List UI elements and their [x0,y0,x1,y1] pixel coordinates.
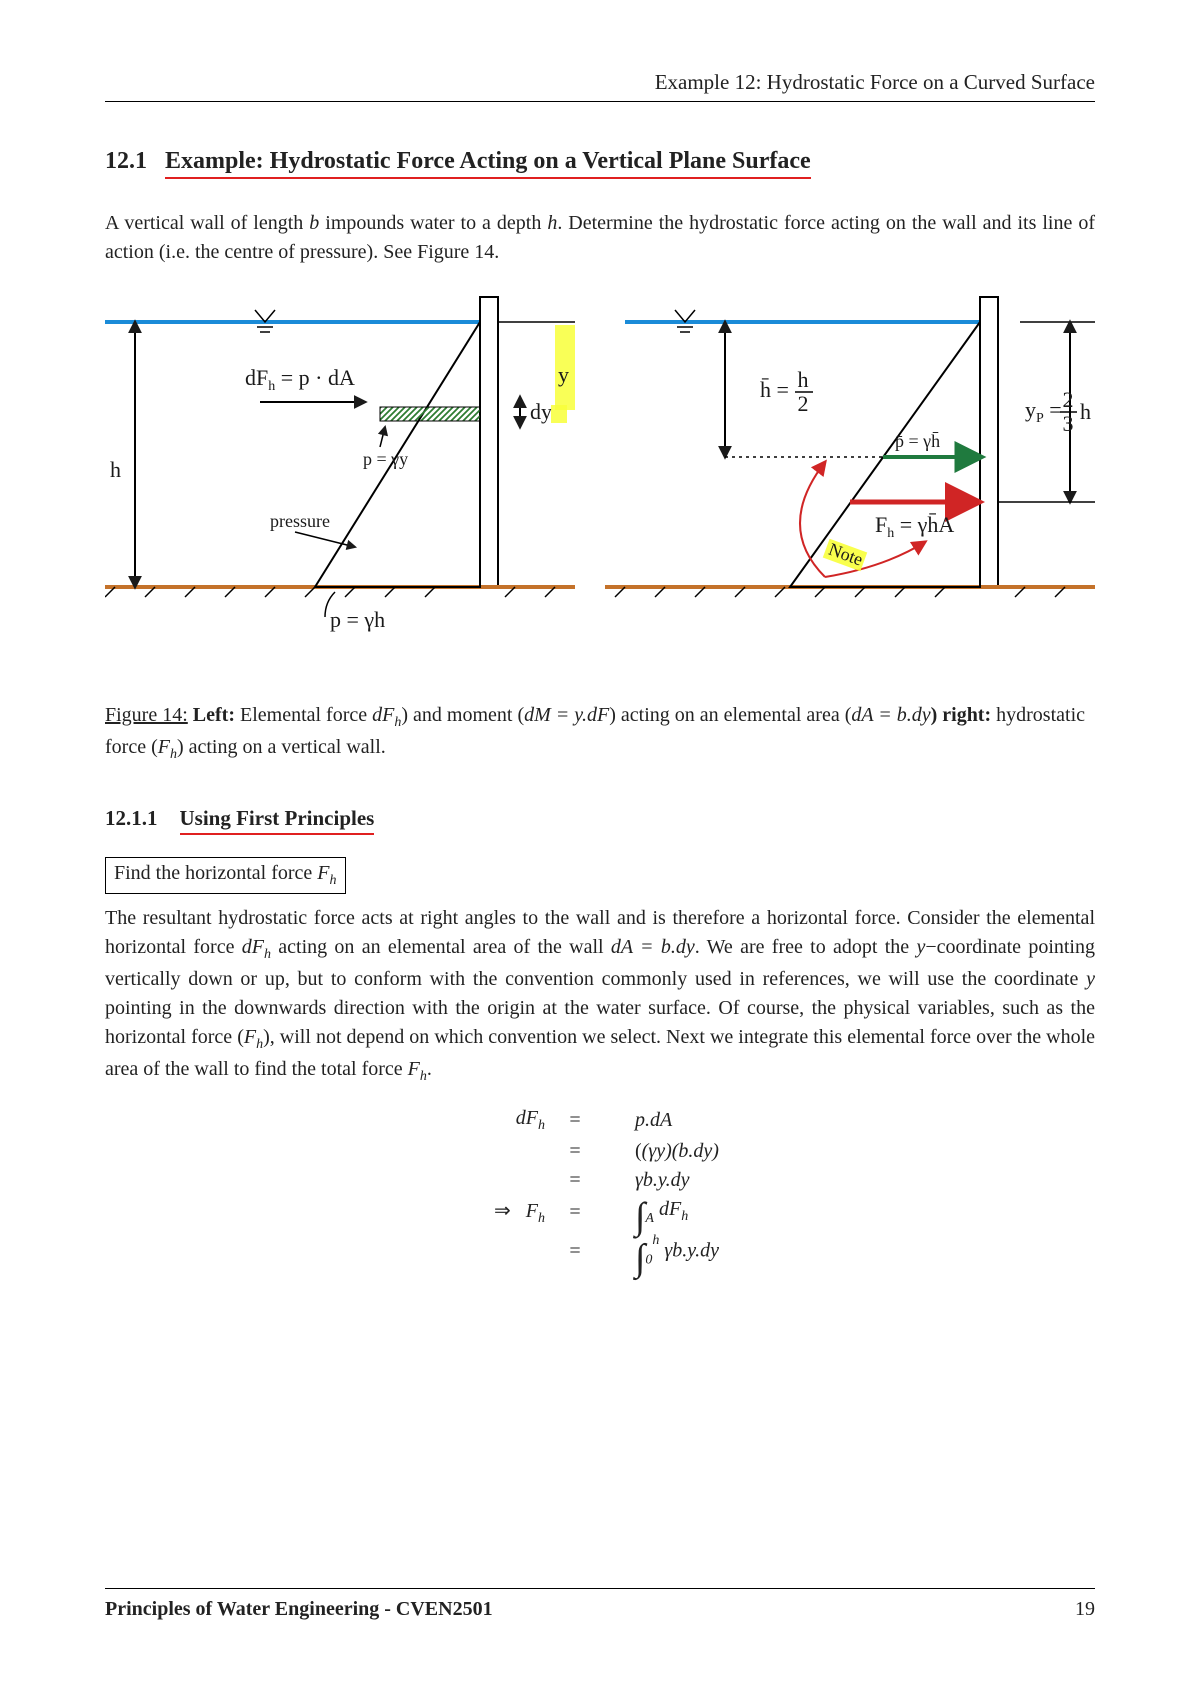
body-c: . We are free to adopt the [695,936,917,958]
fig-left-peq: p = γy [363,449,408,469]
fig-right-yp-bot: 3 [1063,411,1074,436]
lead-h: h [547,212,557,234]
fig-right-hbar: h̄ = [760,377,789,402]
eq3-rhs: γb.y.dy [635,1169,895,1192]
fig-right-yp-top: 2 [1063,387,1074,412]
boxed-F: F [317,862,329,884]
figcap-rightb: ) right: [931,704,992,726]
figcap-mid1: ) and moment ( [401,704,524,726]
fig-right-pbar: p̄ = γh̄ [895,431,940,451]
eq3-eq: = [545,1169,605,1192]
figcap-tail: ) acting on a vertical wall. [177,736,386,758]
figcap-leftb: Left: [193,704,235,726]
body-dA: dA = b.dy [611,936,695,958]
body-dFh: dFh [242,936,271,958]
lead-pre: A vertical wall of length [105,212,309,234]
fig-left-h-label: h [110,457,121,482]
boxed-sub: h [330,873,337,888]
fig-right-Fh: Fh = γh̄A [875,512,954,541]
eq5-rhs: ∫0h γb.y.dy [635,1233,895,1269]
body-y: y [916,936,925,958]
eq2-rhs: ((γy)(b.dy) [635,1140,895,1163]
boxed-task: Find the horizontal force Fh [105,857,346,894]
eq1-eq: = [545,1109,605,1132]
subsection-heading: Using First Principles [180,806,375,835]
figcap-dFh: dFh [372,704,401,726]
body-b: acting on an elemental area of the wall [271,936,611,958]
subsection-num: 12.1.1 [105,806,158,835]
section-number: 12.1 [105,148,147,179]
section-title: 12.1 Example: Hydrostatic Force Acting o… [105,148,1095,179]
page-footer: Principles of Water Engineering - CVEN25… [105,1598,1095,1621]
fig-left-dy: dy [530,399,552,424]
equations: dFh = p.dA = ((γy)(b.dy) = γb.y.dy ⇒ Fh … [105,1107,1095,1269]
fig-right-yp: yP = [1025,397,1062,426]
figure-caption: Figure 14: Left: Elemental force dFh) an… [105,701,1095,766]
fig-right-hbar-top: h [798,367,809,392]
boxed-pre: Find the horizontal force [114,862,317,884]
footer-pagenum: 19 [1075,1598,1095,1621]
eq2-eq: = [545,1140,605,1163]
body-paragraph: The resultant hydrostatic force acts at … [105,904,1095,1088]
body-g: . [427,1058,432,1080]
figcap-num: Figure 14: [105,704,188,726]
eq5-eq: = [545,1240,605,1263]
figure-14: h dFh = p · dA p = γy pressure p = γh y … [105,287,1095,657]
eq1-rhs: p.dA [635,1109,895,1132]
running-head: Example 12: Hydrostatic Force on a Curve… [105,70,1095,102]
eq4-eq: = [545,1201,605,1224]
figcap-mid2: ) acting on an elemental area ( [609,704,851,726]
figcap-dM: dM = y.dF [524,704,609,726]
footer-rule [105,1588,1095,1589]
subsection-title: 12.1.1 Using First Principles [105,806,1095,835]
fig-left-dFh: dFh = p · dA [245,365,355,394]
lead-b: b [309,212,319,234]
eq4-rhs: ∫A dFh [635,1198,895,1227]
section-heading: Example: Hydrostatic Force Acting on a V… [165,148,811,179]
fig-right-yp-tail: h [1080,399,1091,424]
lead-paragraph: A vertical wall of length b impounds wat… [105,209,1095,267]
lead-mid: impounds water to a depth [319,212,547,234]
fig-left-y: y [558,362,569,387]
footer-course: Principles of Water Engineering - CVEN25… [105,1598,493,1621]
fig-left-pressure: pressure [270,511,330,531]
figcap-lefttxt: Elemental force [235,704,372,726]
body-Fh: Fh [244,1026,263,1048]
fig-right-hbar-bot: 2 [798,391,809,416]
fig-left-pbottom: p = γh [330,607,385,632]
figcap-Fh: Fh [158,736,177,758]
eq4-lhs: ⇒ Fh [105,1198,545,1227]
body-y2: y [1086,968,1095,990]
body-Fh2: Fh [408,1058,427,1080]
figcap-dA: dA = b.dy [851,704,930,726]
eq1-lhs: dFh [105,1107,545,1134]
